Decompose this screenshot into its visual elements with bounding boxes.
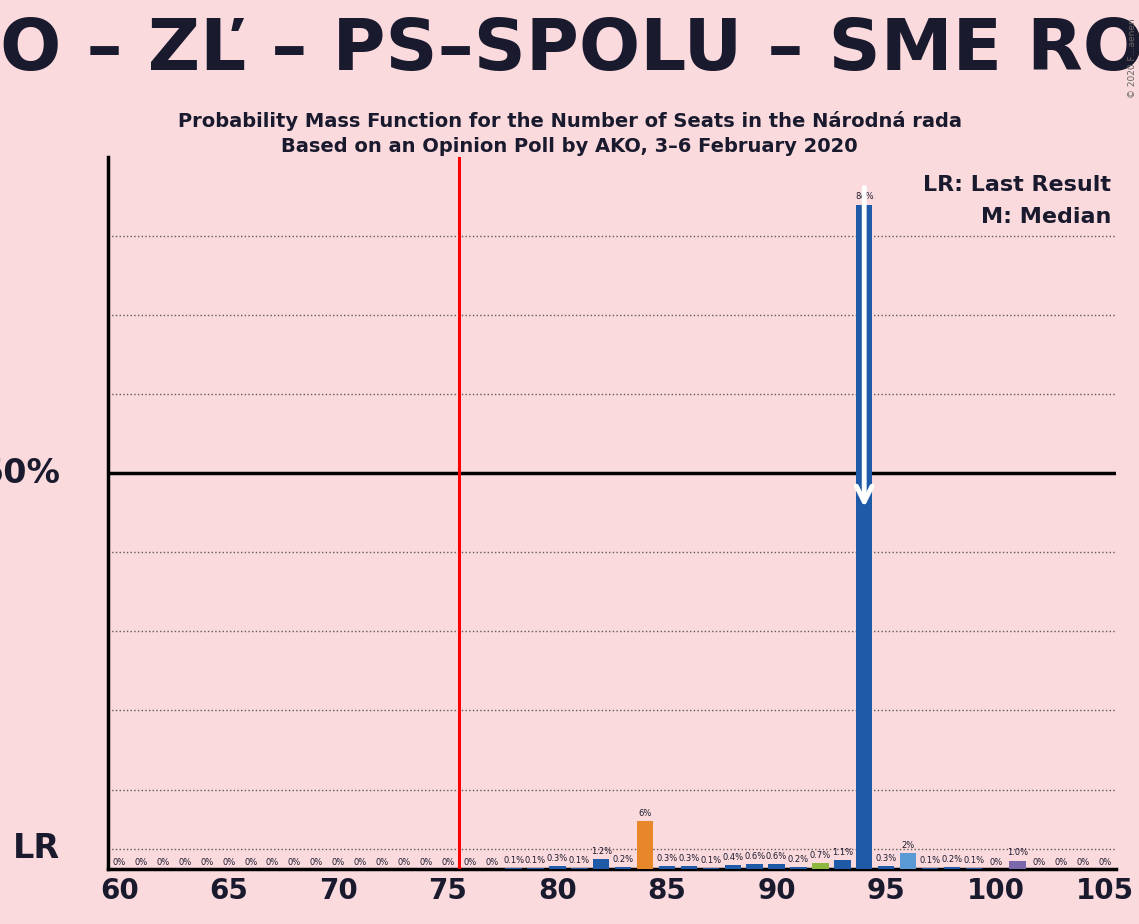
Text: 0.3%: 0.3% (547, 854, 568, 863)
Text: 0.4%: 0.4% (722, 853, 744, 862)
Text: 0%: 0% (1055, 858, 1068, 868)
Text: 0.6%: 0.6% (744, 852, 765, 860)
Text: 0%: 0% (376, 858, 388, 868)
Bar (658, 866, 675, 869)
Text: LR: LR (13, 833, 60, 865)
Text: 0.1%: 0.1% (919, 856, 941, 865)
Text: 0%: 0% (1076, 858, 1090, 868)
Bar (637, 821, 654, 869)
Text: 0%: 0% (398, 858, 411, 868)
Text: LR: Last Result: LR: Last Result (924, 175, 1112, 195)
Bar (900, 853, 916, 869)
Bar (878, 866, 894, 869)
Text: 0%: 0% (134, 858, 148, 868)
Text: Based on an Opinion Poll by AKO, 3–6 February 2020: Based on an Opinion Poll by AKO, 3–6 Feb… (281, 137, 858, 156)
Text: 1.2%: 1.2% (591, 847, 612, 856)
Text: 0.3%: 0.3% (656, 854, 678, 863)
Bar (724, 866, 741, 869)
Bar (769, 864, 785, 869)
Bar (746, 864, 763, 869)
Text: 0.3%: 0.3% (679, 854, 699, 863)
Bar (1009, 860, 1026, 869)
Text: 0.7%: 0.7% (810, 851, 831, 860)
Bar (615, 867, 631, 869)
Text: 0%: 0% (156, 858, 170, 868)
Text: 0.2%: 0.2% (613, 855, 633, 864)
Text: 0%: 0% (1033, 858, 1046, 868)
Text: © 2020 F…aenen: © 2020 F…aenen (1128, 18, 1137, 98)
Text: 0.2%: 0.2% (788, 855, 809, 864)
Bar (834, 860, 851, 869)
Text: O – ZĽ – PS–SPOLU – SME RODINA – SaS – KDH – MOS: O – ZĽ – PS–SPOLU – SME RODINA – SaS – K… (0, 17, 1139, 85)
Text: 0%: 0% (353, 858, 367, 868)
Text: 0%: 0% (1099, 858, 1112, 868)
Bar (812, 863, 828, 869)
Text: 0%: 0% (989, 858, 1002, 868)
Text: 6%: 6% (638, 809, 652, 818)
Text: 1.0%: 1.0% (1007, 848, 1029, 857)
Text: 0%: 0% (179, 858, 191, 868)
Text: 0%: 0% (310, 858, 323, 868)
Text: 0%: 0% (244, 858, 257, 868)
Text: 0%: 0% (265, 858, 279, 868)
Bar (790, 867, 806, 869)
Text: 0.2%: 0.2% (941, 855, 962, 864)
Text: M: Median: M: Median (981, 207, 1112, 227)
Text: 0%: 0% (113, 858, 125, 868)
Text: 0.1%: 0.1% (568, 856, 590, 865)
Text: 0.6%: 0.6% (765, 852, 787, 860)
Text: 2%: 2% (901, 841, 915, 849)
Text: 0.3%: 0.3% (876, 854, 896, 863)
Text: Probability Mass Function for the Number of Seats in the Národná rada: Probability Mass Function for the Number… (178, 111, 961, 131)
Text: 50%: 50% (0, 456, 60, 490)
Text: 0%: 0% (464, 858, 476, 868)
Text: 0.1%: 0.1% (503, 856, 524, 865)
Text: 0.1%: 0.1% (700, 856, 721, 865)
Bar (549, 866, 566, 869)
Text: 0%: 0% (288, 858, 301, 868)
Text: 0%: 0% (485, 858, 499, 868)
Text: 0%: 0% (441, 858, 454, 868)
Text: 0.1%: 0.1% (525, 856, 546, 865)
Bar (681, 866, 697, 869)
Bar (943, 867, 960, 869)
Text: 0%: 0% (419, 858, 433, 868)
Text: 0%: 0% (331, 858, 345, 868)
Text: 0%: 0% (200, 858, 213, 868)
Text: 84%: 84% (855, 192, 874, 201)
Text: 0.1%: 0.1% (964, 856, 984, 865)
Text: 0%: 0% (222, 858, 236, 868)
Bar (593, 859, 609, 869)
Bar (857, 204, 872, 869)
Text: 1.1%: 1.1% (831, 847, 853, 857)
